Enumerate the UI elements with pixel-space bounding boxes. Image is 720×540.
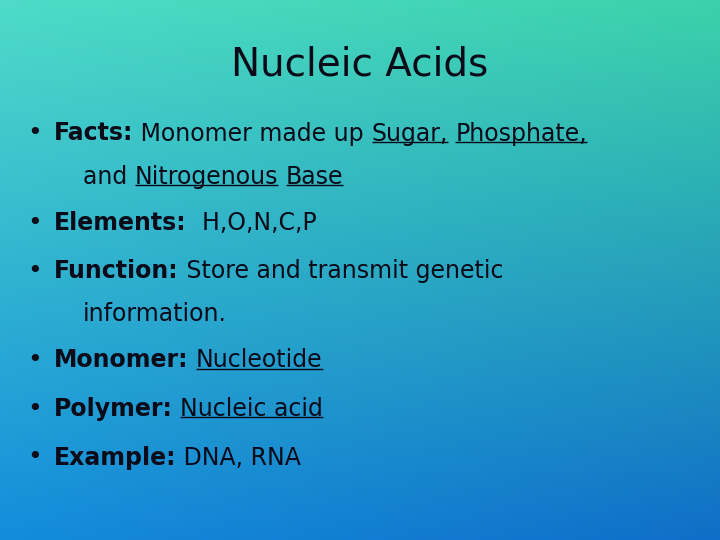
Text: Monomer:: Monomer: xyxy=(54,348,189,372)
Text: Elements:: Elements: xyxy=(54,211,186,234)
Text: •: • xyxy=(27,397,42,421)
Text: •: • xyxy=(27,122,42,145)
Text: Nitrogenous: Nitrogenous xyxy=(135,165,278,188)
Text: Facts:: Facts: xyxy=(54,122,133,145)
Text: Nucleotide: Nucleotide xyxy=(196,348,323,372)
Text: H,O,N,C,P: H,O,N,C,P xyxy=(186,211,316,234)
Text: and: and xyxy=(83,165,135,188)
Text: •: • xyxy=(27,259,42,283)
Text: Phosphate,: Phosphate, xyxy=(455,122,587,145)
Text: •: • xyxy=(27,211,42,234)
Text: Store and transmit genetic: Store and transmit genetic xyxy=(179,259,503,283)
Text: Polymer:: Polymer: xyxy=(54,397,173,421)
Text: Nucleic acid: Nucleic acid xyxy=(181,397,323,421)
Text: Sugar,: Sugar, xyxy=(372,122,448,145)
Text: Example:: Example: xyxy=(54,446,176,469)
Text: Function:: Function: xyxy=(54,259,179,283)
Text: DNA, RNA: DNA, RNA xyxy=(176,446,302,469)
Text: •: • xyxy=(27,446,42,469)
Text: Monomer made up: Monomer made up xyxy=(133,122,372,145)
Text: Nucleic Acids: Nucleic Acids xyxy=(231,46,489,84)
Text: Base: Base xyxy=(286,165,343,188)
Text: •: • xyxy=(27,348,42,372)
Text: information.: information. xyxy=(83,302,227,326)
